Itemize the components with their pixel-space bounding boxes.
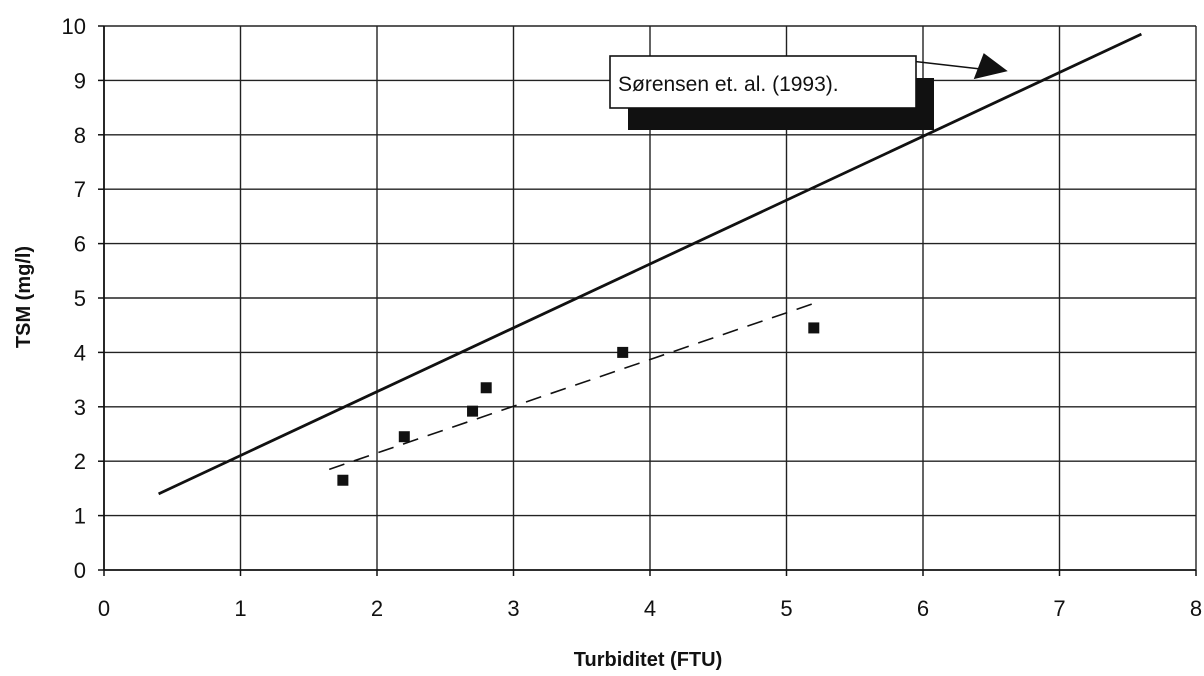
y-tick-label-7: 7	[74, 177, 86, 202]
y-axis-label: TSM (mg/l)	[13, 246, 35, 348]
data-point-0	[337, 474, 349, 486]
data-point-5	[808, 322, 820, 334]
x-tick-label-3: 3	[507, 596, 519, 621]
x-tick-label-1: 1	[234, 596, 246, 621]
y-tick-label-3: 3	[74, 395, 86, 420]
y-tick-label-0: 0	[74, 558, 86, 583]
y-tick-label-10: 10	[62, 14, 86, 39]
y-tick-label-6: 6	[74, 232, 86, 257]
trend-line-dashed	[328, 302, 815, 471]
y-tick-label-1: 1	[74, 504, 86, 529]
y-tick-label-2: 2	[74, 449, 86, 474]
y-tick-label-5: 5	[74, 286, 86, 311]
x-tick-label-7: 7	[1053, 596, 1065, 621]
data-point-2	[467, 405, 479, 417]
y-tick-label-8: 8	[74, 123, 86, 148]
y-tick-label-4: 4	[74, 340, 86, 365]
y-tick-label-9: 9	[74, 68, 86, 93]
x-tick-label-2: 2	[371, 596, 383, 621]
x-tick-label-6: 6	[917, 596, 929, 621]
annotation: Sørensen et. al. (1993).	[609, 53, 1008, 130]
x-tick-label-8: 8	[1190, 596, 1202, 621]
x-axis-label: Turbiditet (FTU)	[574, 649, 722, 671]
x-tick-labels: 0 1 2 3 4 5 6 7 8	[98, 570, 1202, 621]
data-point-3	[480, 382, 492, 394]
reference-line-solid	[158, 32, 1142, 496]
annotation-box	[609, 55, 917, 109]
x-tick-label-4: 4	[644, 596, 656, 621]
annotation-text: Sørensen et. al. (1993).	[618, 73, 839, 96]
y-tick-labels: 0 1 2 3 4 5 6 7 8 9 10	[62, 14, 104, 583]
data-point-4	[617, 346, 629, 358]
x-tick-label-0: 0	[98, 596, 110, 621]
annotation-arrow-head	[973, 53, 1008, 80]
data-points	[337, 322, 820, 486]
x-tick-label-5: 5	[780, 596, 792, 621]
series-lines	[158, 32, 1142, 496]
data-point-1	[398, 431, 410, 443]
